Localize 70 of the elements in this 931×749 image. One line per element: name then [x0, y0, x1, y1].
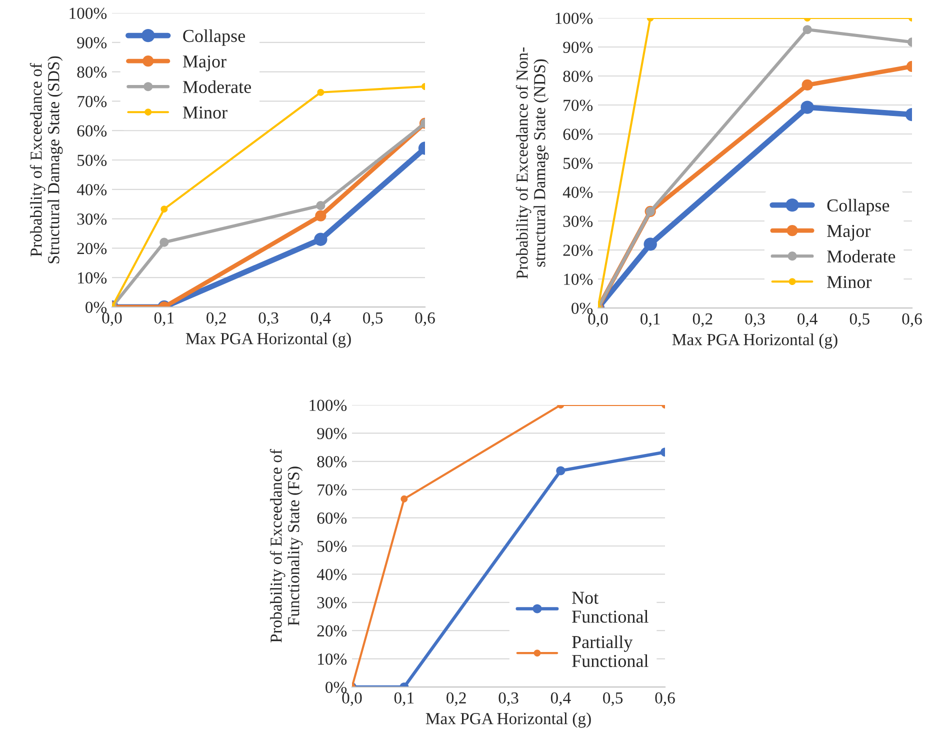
x-tick-label: 0,6 — [415, 312, 435, 326]
y-tick-label: 90% — [317, 428, 347, 440]
x-tick-label: 0,5 — [603, 692, 623, 706]
x-tick-label: 0,0 — [588, 313, 608, 327]
y-tick-label: 20% — [317, 625, 347, 637]
y-tick-label: 40% — [76, 184, 107, 196]
y-axis-title: Probability of Exceedance of Structural Damage State (SDS) — [30, 56, 63, 264]
legend-label: Minor — [827, 276, 872, 288]
y-tick-label: 100% — [556, 12, 593, 24]
x-tick-label: 0,5 — [363, 312, 383, 326]
x-tick-label: 0,2 — [446, 692, 466, 706]
x-axis-title: Max PGA Horizontal (g) — [672, 334, 838, 349]
y-tick-label: 90% — [77, 37, 107, 48]
y-tick-label: 70% — [318, 484, 347, 496]
y-tick-label: 10% — [78, 272, 107, 284]
y-tick-label: 60% — [317, 512, 347, 524]
y-axis-title: Probability of Exceedance of Functionality State (FS) — [270, 449, 303, 642]
y-tick-label: 80% — [77, 66, 107, 78]
y-tick-label: 30% — [563, 216, 593, 227]
legend-label: Major — [182, 55, 226, 72]
x-tick-label: 0,3 — [258, 312, 278, 326]
x-tick-label: 0,1 — [154, 312, 174, 326]
y-tick-label: 70% — [564, 100, 593, 111]
x-tick-label: 0,1 — [640, 313, 660, 327]
y-tick-label: 60% — [77, 125, 107, 137]
y-tick-label: 40% — [562, 186, 593, 198]
x-tick-label: 0,0 — [102, 312, 122, 326]
legend-label: Partially Functional — [572, 635, 648, 668]
y-tick-label: 50% — [564, 158, 593, 169]
legend-label: Collapse — [183, 29, 245, 46]
y-tick-label: 70% — [78, 96, 107, 108]
legend-label: Collapse — [827, 198, 890, 216]
x-tick-label: 0,1 — [394, 692, 414, 706]
legend-label: Not Functional — [572, 592, 648, 623]
y-tick-label: 0% — [326, 682, 347, 693]
y-tick-label: 80% — [317, 456, 347, 468]
x-tick-label: 0,3 — [745, 313, 765, 327]
x-axis-title: Max PGA Horizontal (g) — [186, 332, 351, 348]
y-tick-label: 30% — [317, 597, 347, 608]
x-tick-label: 0,0 — [342, 692, 362, 706]
y-tick-label: 80% — [563, 70, 593, 82]
y-tick-label: 30% — [77, 214, 107, 225]
y-tick-label: 10% — [318, 654, 347, 665]
y-tick-label: 100% — [310, 400, 347, 411]
y-tick-label: 20% — [563, 244, 593, 256]
y-tick-label: 60% — [563, 128, 593, 140]
y-axis-title: Probability of Exceedance of Non- structural Damage State (NDS) — [516, 47, 549, 279]
y-tick-label: 0% — [572, 302, 593, 314]
y-tick-label: 0% — [86, 302, 107, 313]
legend-label: Minor — [182, 106, 228, 119]
x-tick-label: 0,5 — [850, 313, 870, 327]
y-tick-label: 10% — [564, 274, 593, 285]
y-tick-label: 50% — [318, 540, 347, 552]
x-tick-label: 0,6 — [902, 313, 922, 327]
legend-label: Major — [827, 224, 871, 241]
x-tick-label: 0,6 — [655, 692, 675, 706]
x-tick-label: 0,2 — [692, 313, 712, 327]
x-tick-label: 0,4 — [550, 692, 571, 706]
y-tick-label: 40% — [316, 568, 347, 580]
legend-label: Moderate — [827, 250, 896, 263]
y-tick-label: 100% — [70, 8, 107, 19]
x-tick-label: 0,2 — [206, 312, 226, 326]
x-axis-title: Max PGA Horizontal (g) — [426, 712, 591, 728]
y-tick-label: 20% — [77, 242, 107, 254]
x-tick-label: 0,3 — [498, 692, 518, 706]
legend-label: Moderate — [182, 80, 251, 94]
x-tick-label: 0,4 — [310, 312, 331, 326]
y-tick-label: 50% — [78, 154, 107, 166]
y-tick-label: 90% — [563, 42, 593, 53]
x-tick-label: 0,4 — [798, 313, 818, 327]
